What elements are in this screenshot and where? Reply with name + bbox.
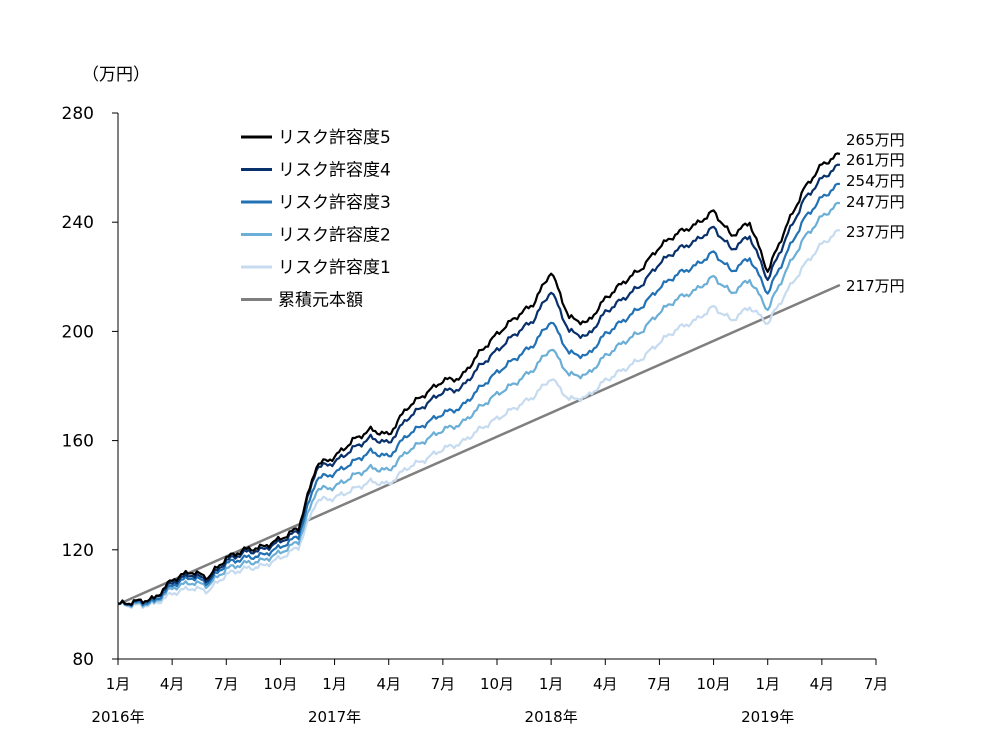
y-tick-label: 120 bbox=[62, 541, 94, 561]
x-tick-label: 4月 bbox=[593, 675, 618, 693]
legend-label: リスク許容度2 bbox=[278, 226, 391, 246]
legend-label: 累積元本額 bbox=[278, 291, 363, 311]
axes bbox=[117, 113, 876, 660]
y-axis-ticks: 80 120 160 200 240 280 bbox=[62, 104, 118, 670]
x-tick-label: 1月 bbox=[755, 675, 780, 693]
x-tick-label: 7月 bbox=[647, 675, 672, 693]
x-tick-label: 7月 bbox=[864, 675, 889, 693]
legend-label: リスク許容度5 bbox=[278, 128, 391, 148]
legend: リスク許容度5 リスク許容度4 リスク許容度3 リスク許容度2 リスク許容度1 累積元本額 bbox=[241, 128, 391, 311]
end-label: 254万円 bbox=[846, 172, 905, 190]
x-tick-label: 10月 bbox=[263, 675, 297, 693]
x-tick-label: 10月 bbox=[480, 675, 514, 693]
legend-label: リスク許容度4 bbox=[278, 161, 391, 181]
y-tick-label: 240 bbox=[62, 213, 94, 233]
year-label: 2017年 bbox=[308, 708, 361, 726]
series-line bbox=[117, 163, 840, 606]
y-tick-label: 160 bbox=[62, 432, 94, 452]
end-label: 217万円 bbox=[846, 277, 905, 295]
year-label: 2018年 bbox=[525, 708, 578, 726]
x-tick-label: 10月 bbox=[697, 675, 731, 693]
x-tick-label: 7月 bbox=[214, 675, 239, 693]
year-labels: 2016年 2017年 2018年 2019年 bbox=[91, 708, 794, 726]
series-lines bbox=[117, 152, 841, 609]
legend-label: リスク許容度3 bbox=[278, 193, 391, 213]
y-axis-unit: （万円） bbox=[82, 65, 150, 85]
series-line bbox=[117, 283, 841, 606]
end-label: 261万円 bbox=[846, 151, 905, 169]
year-label: 2019年 bbox=[741, 708, 794, 726]
end-label: 265万円 bbox=[846, 131, 905, 149]
y-tick-label: 80 bbox=[72, 650, 94, 670]
series-line bbox=[117, 152, 841, 606]
year-label: 2016年 bbox=[91, 708, 144, 726]
x-tick-label: 4月 bbox=[810, 675, 835, 693]
x-tick-label: 1月 bbox=[322, 675, 347, 693]
x-tick-label: 7月 bbox=[431, 675, 456, 693]
series-line bbox=[117, 229, 840, 609]
end-label: 237万円 bbox=[846, 223, 905, 241]
x-tick-label: 1月 bbox=[539, 675, 564, 693]
y-tick-label: 200 bbox=[62, 322, 94, 342]
end-label: 247万円 bbox=[846, 193, 905, 211]
y-tick-label: 280 bbox=[62, 104, 94, 124]
x-tick-label: 4月 bbox=[376, 675, 401, 693]
legend-label: リスク許容度1 bbox=[278, 258, 391, 278]
end-labels: 265万円 261万円 254万円 247万円 237万円 217万円 bbox=[846, 131, 905, 295]
x-tick-label: 1月 bbox=[106, 675, 131, 693]
series-line bbox=[118, 182, 840, 607]
series-line bbox=[117, 201, 840, 608]
x-axis-ticks: 1月 4月 7月 10月 1月 4月 7月 10月 1月 4月 7月 10月 1月 4月 7月 bbox=[106, 659, 889, 693]
x-tick-label: 4月 bbox=[160, 675, 185, 693]
